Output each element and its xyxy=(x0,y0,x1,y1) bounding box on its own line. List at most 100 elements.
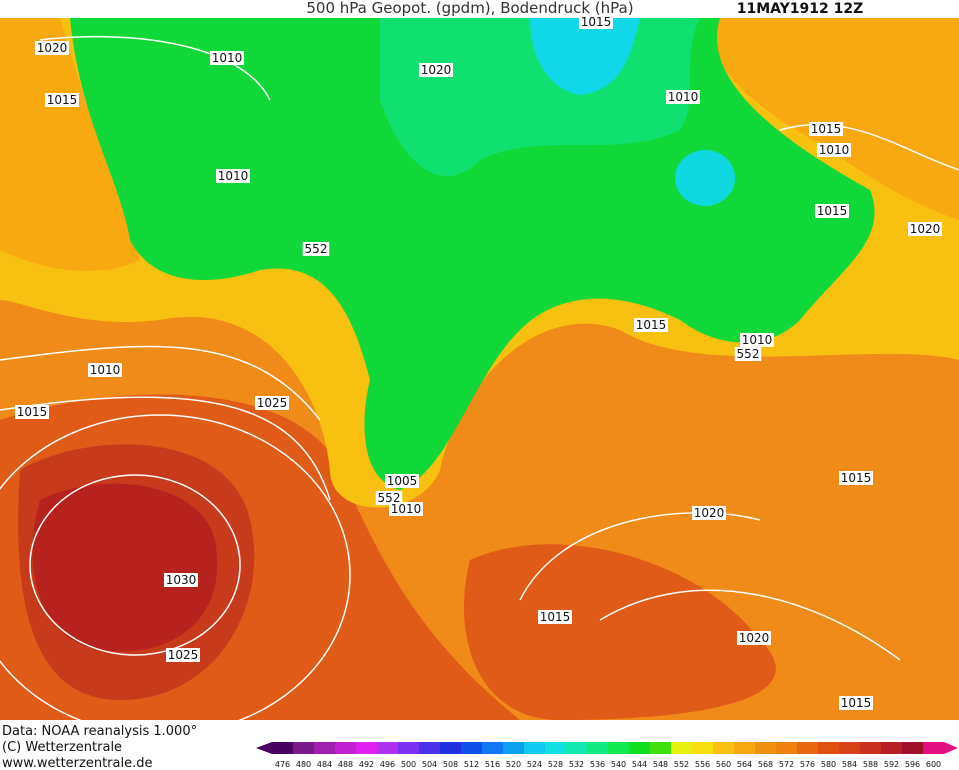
legend-label: 568 xyxy=(758,760,773,769)
isobar-label: 1020 xyxy=(694,506,725,520)
legend-swatch xyxy=(398,742,419,754)
isobar-label: 1015 xyxy=(47,93,78,107)
isobar-label-box xyxy=(210,51,244,65)
isobar-label: 1030 xyxy=(166,573,197,587)
legend-swatch xyxy=(797,742,818,754)
legend-swatch xyxy=(587,742,608,754)
legend-label: 520 xyxy=(506,760,521,769)
isobar-label: 1025 xyxy=(168,648,199,662)
map-field xyxy=(0,18,959,736)
isobar-label: 1005 xyxy=(387,474,418,488)
legend-swatch xyxy=(566,742,587,754)
legend-swatch xyxy=(839,742,860,754)
legend-label: 560 xyxy=(716,760,731,769)
legend-label: 508 xyxy=(443,760,458,769)
legend-label: 592 xyxy=(884,760,899,769)
isobar-label: 1010 xyxy=(668,90,699,104)
legend-swatch xyxy=(272,742,293,754)
legend-swatch xyxy=(608,742,629,754)
legend-swatch xyxy=(377,742,398,754)
legend-label: 548 xyxy=(653,760,668,769)
legend-label: 496 xyxy=(380,760,395,769)
legend-label: 512 xyxy=(464,760,479,769)
isobar-label: 1015 xyxy=(841,471,872,485)
isobar-label: 1010 xyxy=(212,51,243,65)
isobar-label-box xyxy=(216,169,250,183)
isobar-label-box xyxy=(45,93,79,107)
map-title: 500 hPa Geopot. (gpdm), Bodendruck (hPa) xyxy=(306,0,633,17)
footer-line: (C) Wetterzentrale xyxy=(2,740,122,755)
legend-label: 600 xyxy=(926,760,941,769)
legend-label: 544 xyxy=(632,760,647,769)
legend-swatch xyxy=(671,742,692,754)
isobar-label: 1015 xyxy=(17,405,48,419)
legend-label: 552 xyxy=(674,760,689,769)
legend-swatch xyxy=(902,742,923,754)
isobar-label: 1020 xyxy=(739,631,770,645)
legend-arrow xyxy=(944,742,958,754)
isobar-label-box xyxy=(419,63,453,77)
map-date: 11MAY1912 12Z xyxy=(737,1,864,17)
isobar-label-box xyxy=(164,573,198,587)
legend-label: 480 xyxy=(296,760,311,769)
isobar-label-box xyxy=(692,506,726,520)
isobar-label: 1015 xyxy=(811,122,842,136)
legend-swatch xyxy=(356,742,377,754)
isobar-label-box xyxy=(734,347,762,361)
isobar-label-box xyxy=(389,502,423,516)
isobar-label: 1025 xyxy=(257,396,288,410)
legend-swatch xyxy=(440,742,461,754)
legend-swatch xyxy=(629,742,650,754)
isobar-label: 1015 xyxy=(841,696,872,710)
legend-label: 540 xyxy=(611,760,626,769)
legend-swatch xyxy=(335,742,356,754)
legend-swatch xyxy=(734,742,755,754)
legend-swatch xyxy=(818,742,839,754)
legend-label: 504 xyxy=(422,760,437,769)
legend-swatch xyxy=(524,742,545,754)
legend-label: 556 xyxy=(695,760,710,769)
isobar-label-box xyxy=(35,41,69,55)
isobar-label-box xyxy=(385,474,419,488)
legend-label: 500 xyxy=(401,760,416,769)
legend-swatch xyxy=(692,742,713,754)
isobar-label: 552 xyxy=(737,347,760,361)
legend-swatch xyxy=(503,742,524,754)
legend-label: 588 xyxy=(863,760,878,769)
isobar-label-box xyxy=(839,696,873,710)
isobar-label: 1020 xyxy=(421,63,452,77)
legend-label: 536 xyxy=(590,760,605,769)
legend-label: 580 xyxy=(821,760,836,769)
legend-label: 524 xyxy=(527,760,542,769)
isobar-label-box xyxy=(302,242,330,256)
isobar-label: 1020 xyxy=(910,222,941,236)
legend-label: 488 xyxy=(338,760,353,769)
legend-label: 484 xyxy=(317,760,332,769)
legend-swatch xyxy=(545,742,566,754)
isobar-label: 1010 xyxy=(391,502,422,516)
isobar-label: 1015 xyxy=(540,610,571,624)
legend-swatch xyxy=(314,742,335,754)
isobar-label-box xyxy=(166,648,200,662)
isobar-label-box xyxy=(809,122,843,136)
isobar-label-box xyxy=(737,631,771,645)
legend-swatch xyxy=(461,742,482,754)
legend-label: 516 xyxy=(485,760,500,769)
legend-swatch xyxy=(713,742,734,754)
isobar-label: 1010 xyxy=(819,143,850,157)
isobar-label-box xyxy=(579,15,613,29)
legend-label: 596 xyxy=(905,760,920,769)
isobar-label: 1015 xyxy=(581,15,612,29)
isobar-label-box xyxy=(817,143,851,157)
isobar-label-box xyxy=(375,491,403,505)
legend-label: 476 xyxy=(275,760,290,769)
isobar-label: 1010 xyxy=(90,363,121,377)
isobar-label-box xyxy=(15,405,49,419)
legend-arrow xyxy=(256,742,272,754)
isobar-label: 1010 xyxy=(218,169,249,183)
legend-label: 564 xyxy=(737,760,752,769)
isobar-label-box xyxy=(634,318,668,332)
legend-swatch xyxy=(650,742,671,754)
legend-label: 572 xyxy=(779,760,794,769)
